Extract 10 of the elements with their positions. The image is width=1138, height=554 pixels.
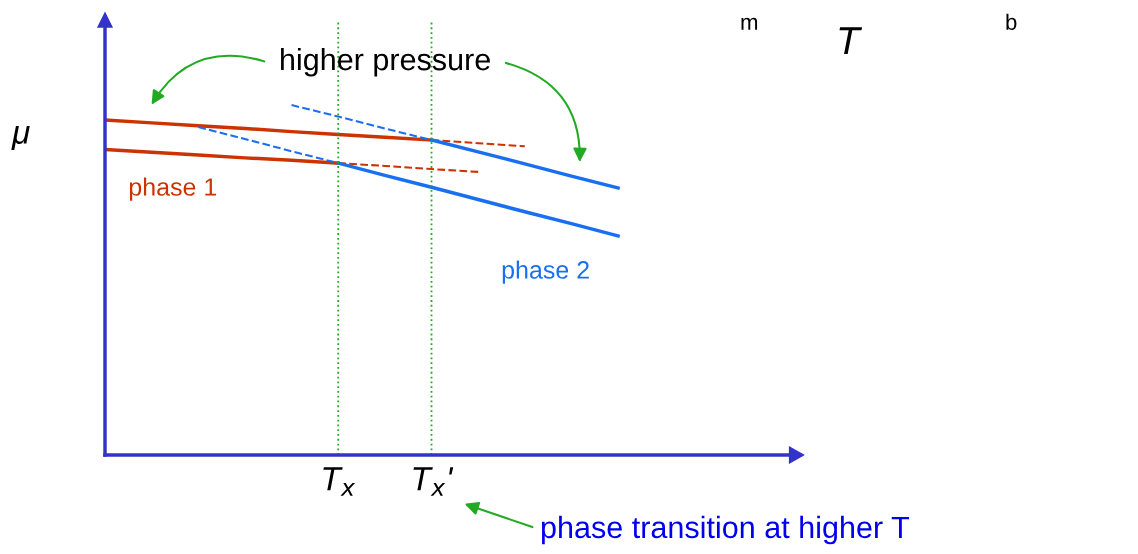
y-axis-title: μ	[11, 126, 30, 151]
x-tick-label: T$_{x}$'	[413, 467, 454, 496]
text: phase transition at higher T	[541, 515, 910, 545]
text: T	[839, 27, 863, 55]
series-label: phase 1	[129, 177, 217, 201]
text: higher pressure	[281, 47, 490, 77]
series-label: phase 2	[502, 260, 589, 284]
x-tick-label: T$_{x}$	[323, 467, 356, 496]
text: b	[1006, 13, 1017, 30]
text: m	[741, 17, 758, 30]
